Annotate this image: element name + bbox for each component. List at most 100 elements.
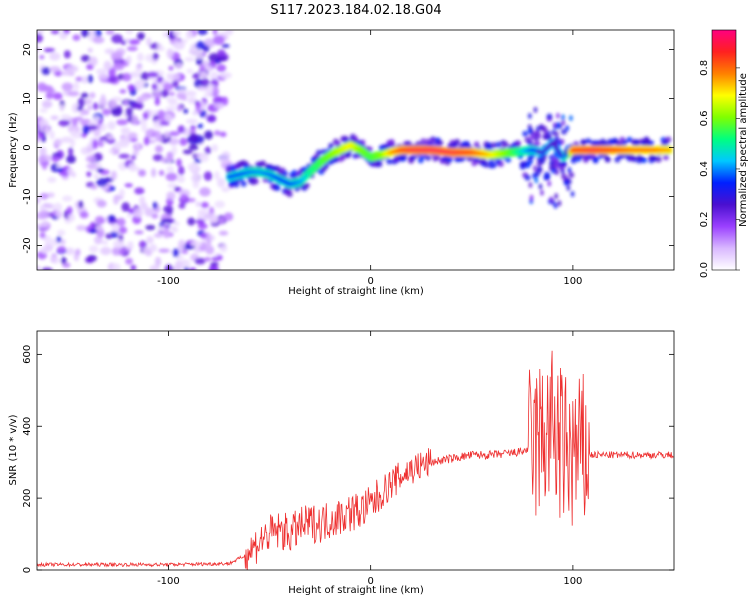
noise-blob (103, 60, 112, 71)
noise-blob (122, 72, 132, 82)
noise-blob (165, 106, 177, 111)
noise-blob (69, 130, 78, 137)
snr-y-axis-label: SNR (10 * v/v) (8, 414, 19, 485)
ridge-halo (345, 152, 352, 159)
noise-blob (105, 233, 112, 240)
ridge-scatter (553, 138, 558, 145)
noise-blob (52, 92, 63, 100)
noise-blob (54, 70, 63, 77)
y-tick-label: 0 (22, 144, 33, 150)
noise-blob (138, 240, 147, 249)
ridge-scatter (568, 115, 573, 122)
ridge-halo (429, 137, 436, 144)
noise-blob (168, 137, 180, 146)
noise-blob (214, 130, 221, 136)
noise-blob (58, 119, 71, 127)
spectrogram-y-axis-label: Frequency (Hz) (8, 112, 19, 188)
snr-axes: -100 0 100 0 200 400 600 (22, 330, 675, 587)
noise-blob (195, 101, 202, 110)
noise-blob (54, 138, 63, 147)
noise-blob (164, 130, 170, 139)
colorbar-tick-label: 0.0 (699, 262, 710, 278)
noise-blob (157, 42, 163, 51)
noise-blob (181, 249, 189, 254)
ridge-halo (359, 139, 366, 146)
noise-blob (166, 72, 173, 80)
noise-blob (56, 245, 67, 254)
x-tick-label: 0 (367, 276, 373, 287)
noise-blob (86, 171, 92, 177)
noise-blob (183, 108, 189, 114)
ridge-halo (410, 154, 417, 161)
noise-blob (44, 125, 50, 136)
noise-blob (116, 217, 126, 227)
noise-blob (151, 213, 159, 219)
noise-blob (214, 102, 225, 109)
ridge-halo (527, 158, 534, 165)
noise-blob (87, 105, 93, 111)
noise-blob (49, 130, 55, 140)
ridge-halo (570, 157, 577, 164)
ridge-scatter (538, 183, 543, 190)
noise-blob (92, 36, 105, 44)
noise-blob (198, 71, 208, 79)
noise-blob (180, 193, 188, 201)
noise-blob (116, 119, 129, 126)
ridge-scatter (539, 123, 544, 130)
noise-blob (86, 163, 98, 169)
noise-blob (130, 264, 137, 270)
noise-blob (216, 177, 226, 188)
ridge-halo (546, 134, 553, 141)
ridge-halo (490, 142, 497, 149)
ridge-halo (376, 161, 383, 168)
noise-blob (188, 133, 198, 142)
noise-blob (173, 40, 185, 51)
noise-blob (125, 30, 134, 35)
noise-blob (192, 73, 200, 79)
y-tick-label: 400 (22, 417, 33, 436)
ridge-halo (633, 139, 640, 146)
ridge-scatter (566, 184, 571, 191)
noise-blob (211, 256, 220, 262)
ridge-scatter (565, 125, 570, 132)
noise-blob (129, 71, 141, 79)
noise-blob (107, 121, 116, 130)
noise-blob (88, 228, 97, 234)
noise-blob (41, 267, 53, 270)
noise-blob (203, 171, 213, 181)
noise-blob (200, 78, 210, 88)
noise-blob (187, 162, 199, 172)
ridge-scatter (534, 135, 539, 142)
noise-blob (144, 207, 154, 217)
ridge-halo (323, 162, 330, 169)
noise-blob (108, 68, 116, 78)
noise-blob (206, 65, 213, 72)
noise-blob (123, 99, 129, 106)
y-tick-label: 20 (22, 43, 33, 56)
noise-blob (87, 258, 94, 264)
noise-blob (92, 116, 101, 122)
noise-blob (107, 214, 116, 222)
ridge-scatter (557, 200, 562, 207)
noise-blob (203, 257, 212, 262)
noise-blob (139, 195, 146, 206)
noise-blob (41, 66, 51, 75)
noise-blob (179, 137, 188, 146)
snr-line (37, 350, 674, 570)
noise-blob (50, 30, 60, 35)
noise-blob (199, 64, 206, 72)
noise-blob (124, 183, 133, 188)
noise-blob (217, 49, 226, 57)
noise-blob (182, 259, 191, 269)
noise-blob (120, 127, 131, 135)
noise-blob (37, 156, 47, 163)
noise-blob (197, 123, 204, 129)
ridge-scatter (560, 114, 565, 121)
noise-blob (111, 262, 121, 270)
noise-blob (37, 133, 45, 139)
noise-blob (53, 202, 63, 212)
noise-blob (76, 106, 84, 111)
noise-blob (86, 64, 93, 70)
